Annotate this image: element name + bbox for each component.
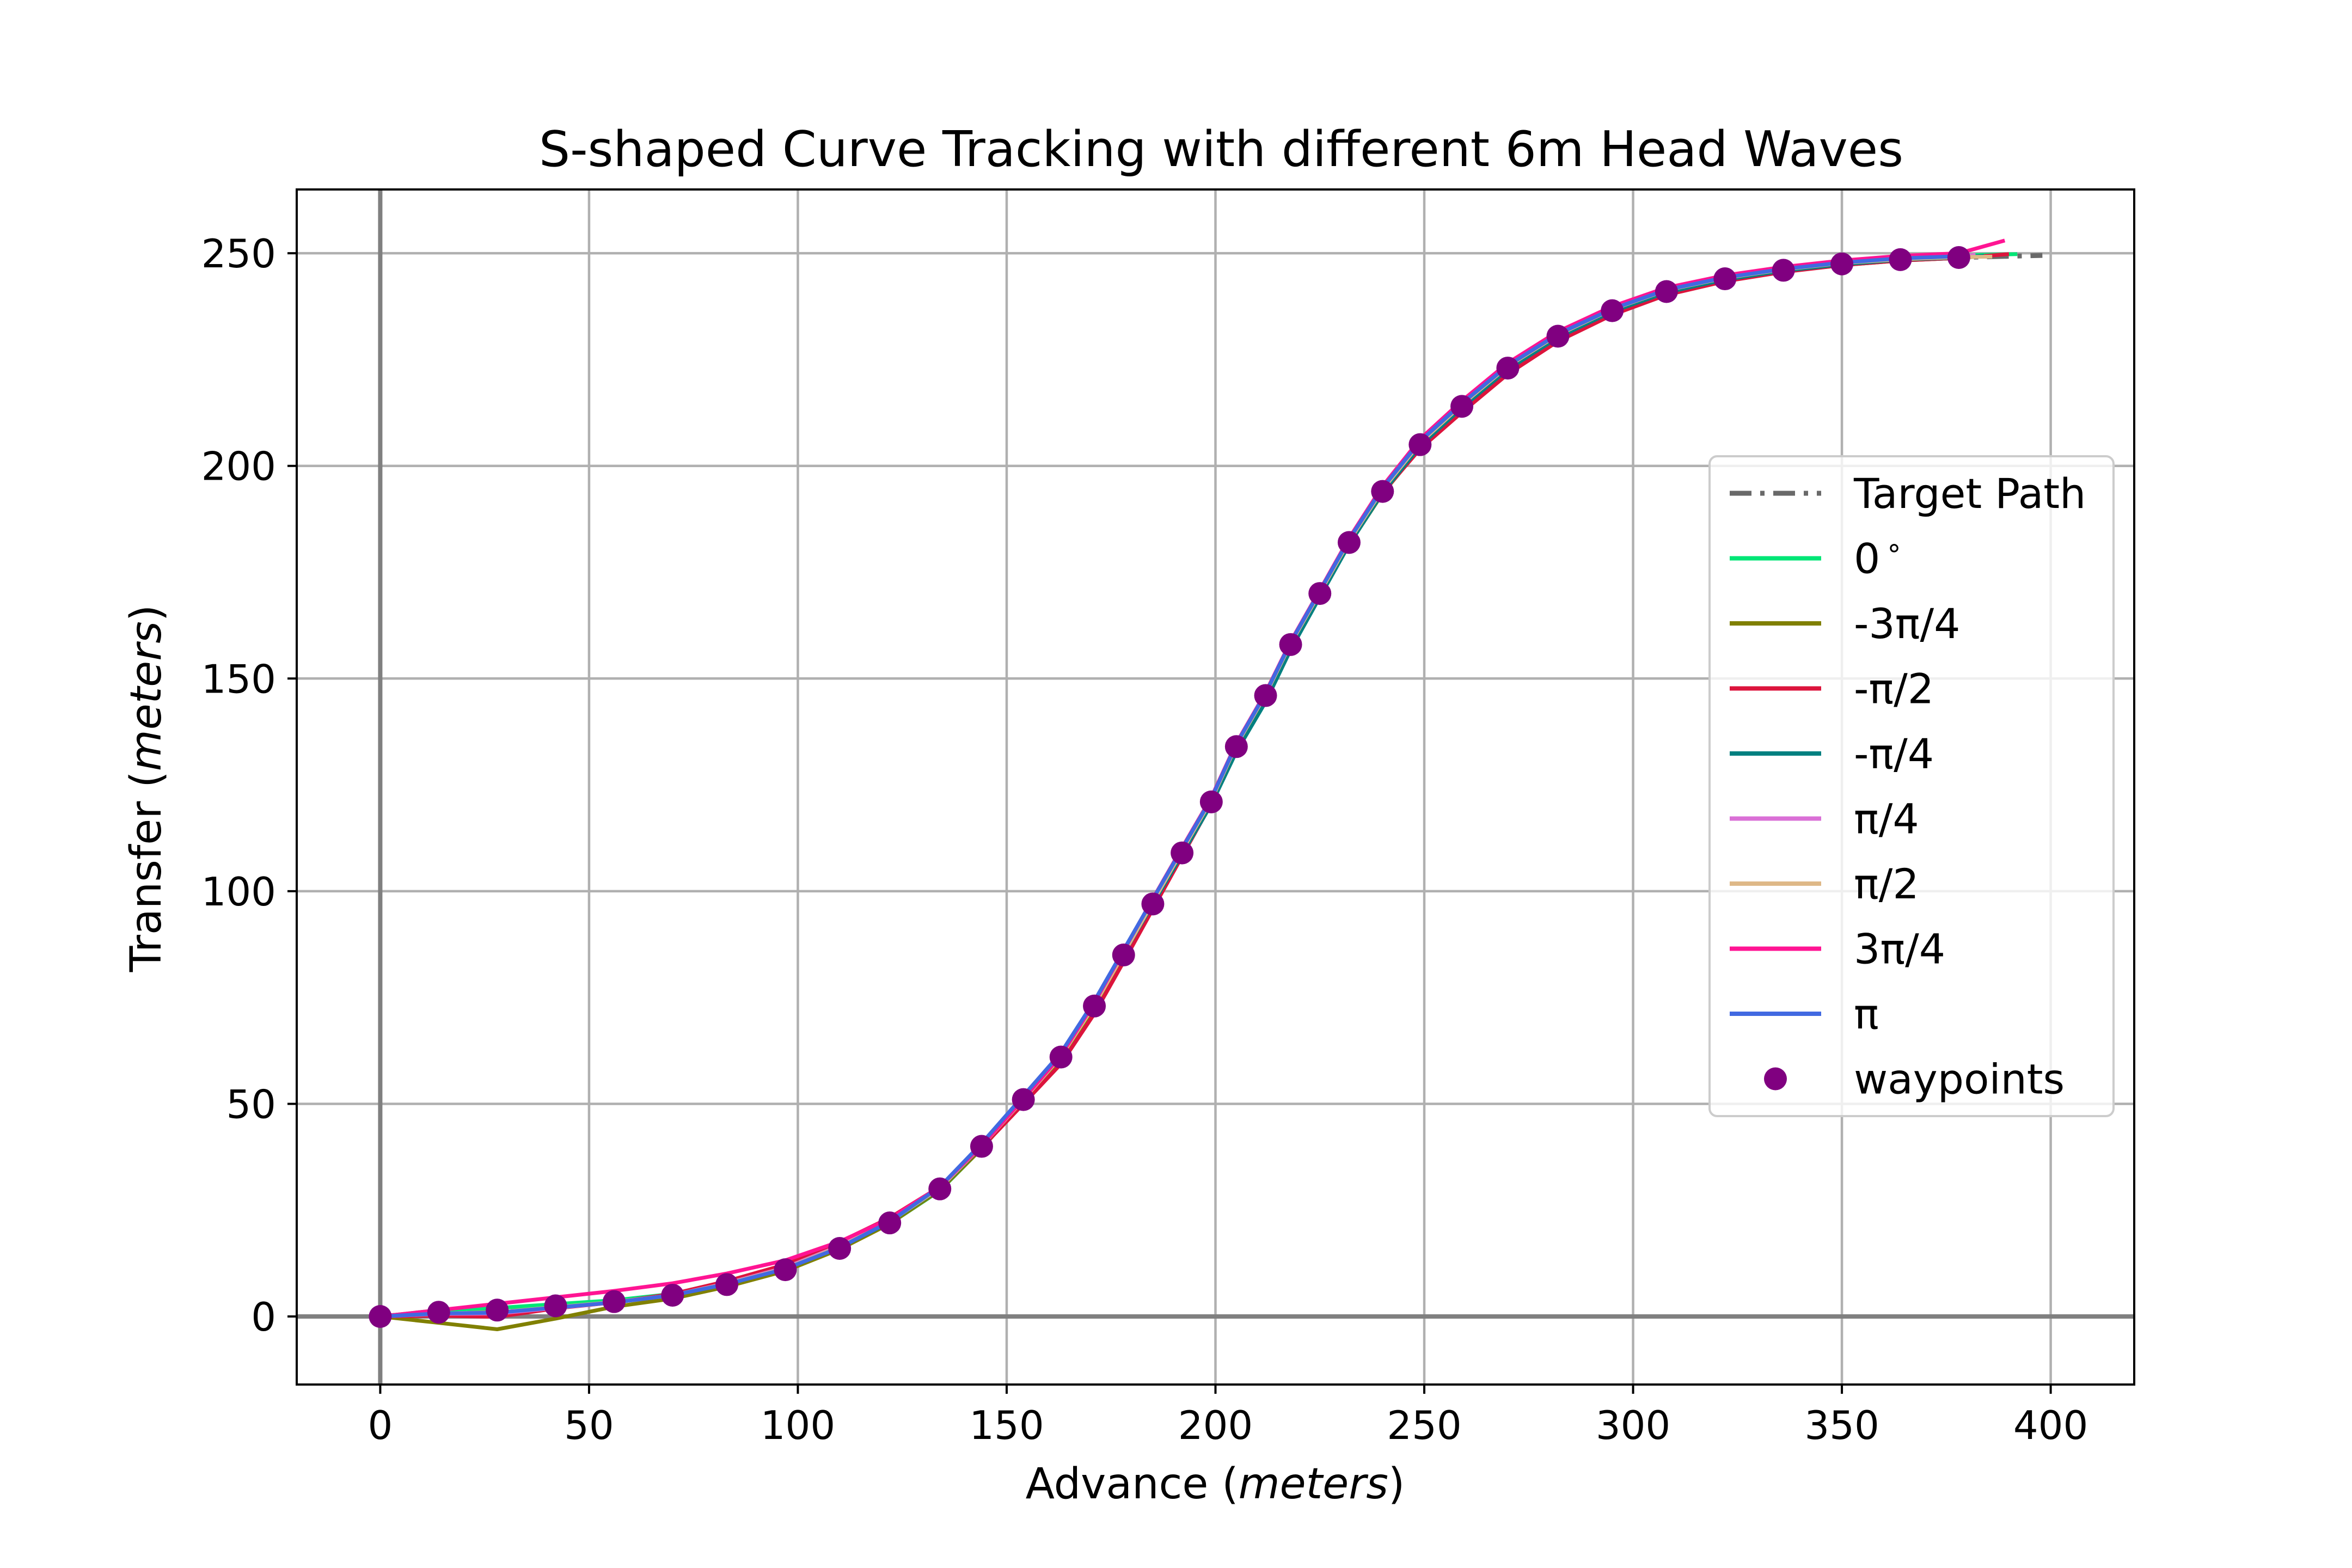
waypoint-marker [1049, 1045, 1073, 1069]
waypoint-marker [1308, 582, 1332, 605]
waypoint-marker [878, 1211, 902, 1235]
waypoint-marker [544, 1294, 567, 1318]
legend-label-main: 3π/4 [1854, 925, 1945, 973]
waypoint-marker [1224, 735, 1248, 758]
waypoint-marker [928, 1177, 952, 1200]
legend-label-main: waypoints [1854, 1055, 2065, 1104]
x-tick-label: 50 [564, 1402, 614, 1448]
waypoint-marker [486, 1298, 509, 1322]
y-axis-label: Transfer (meters) [122, 605, 171, 973]
legend-label: 0 ∘ [1854, 532, 1903, 583]
legend-entry: waypoints [1764, 1055, 2065, 1104]
waypoint-marker [1337, 531, 1361, 554]
legend-entry: 0 ∘ [1730, 532, 1903, 583]
legend-entry: π/4 [1730, 795, 1919, 843]
x-tick-label: 100 [761, 1402, 835, 1448]
legend-label-main: π/4 [1854, 795, 1919, 843]
y-axis-label-text: Transfer [122, 801, 171, 973]
legend-label: -π/2 [1854, 665, 1934, 713]
waypoint-marker [1141, 892, 1165, 916]
waypoint-marker [1408, 433, 1432, 456]
waypoint-marker [1012, 1088, 1035, 1111]
waypoint-marker [369, 1305, 392, 1328]
waypoint-marker [427, 1301, 450, 1324]
x-tick-label: 200 [1178, 1402, 1253, 1448]
y-tick-label: 200 [201, 444, 276, 489]
x-tick-label: 150 [969, 1402, 1044, 1448]
y-tick-label: 150 [201, 656, 276, 702]
x-axis-label-text: Advance [1026, 1460, 1209, 1509]
x-tick-label: 400 [2013, 1402, 2088, 1448]
legend-label-main: -3π/4 [1854, 599, 1961, 648]
legend-swatch-marker [1764, 1067, 1787, 1091]
waypoint-marker [1830, 252, 1854, 275]
legend-label: waypoints [1854, 1055, 2065, 1104]
legend-label-superscript: ∘ [1885, 532, 1902, 564]
legend-label: Target Path [1853, 469, 2086, 518]
waypoint-marker [1546, 324, 1570, 348]
waypoint-marker [602, 1290, 626, 1313]
waypoint-marker [1655, 280, 1678, 303]
legend-label: π [1854, 990, 1879, 1038]
legend-label-main: -π/2 [1854, 665, 1934, 713]
waypoint-marker [1083, 994, 1106, 1018]
waypoint-marker [1199, 790, 1223, 813]
waypoint-marker [828, 1237, 852, 1260]
x-tick-label: 0 [368, 1402, 393, 1448]
legend-label-main: -π/4 [1854, 730, 1934, 778]
axis-ticks [287, 252, 2052, 1394]
y-tick-label: 100 [201, 869, 276, 915]
legend-label: π/2 [1854, 860, 1919, 908]
chart-title: S-shaped Curve Tracking with different 6… [539, 121, 1903, 178]
legend-items: Target Path 0 ∘ -3π/4 -π/2 -π/4 π/4 π/2 3π/4 π way… [1730, 469, 2086, 1104]
x-tick-labels: 0 50 100 150 200 250 300 350 400 [368, 1402, 2088, 1448]
y-tick-label: 50 [226, 1081, 276, 1127]
x-axis-label: Advance (meters) [1026, 1460, 1405, 1509]
legend: Target Path 0 ∘ -3π/4 -π/2 -π/4 π/4 π/2 3π/4 π way… [1708, 455, 2115, 1117]
legend-entry: Target Path [1730, 469, 2086, 518]
waypoint-marker [1947, 246, 1970, 269]
waypoint-marker [1279, 633, 1302, 656]
waypoint-marker [1496, 357, 1520, 380]
legend-box [1708, 455, 2115, 1117]
legend-label: π/4 [1854, 795, 1919, 843]
x-tick-label: 350 [1804, 1402, 1879, 1448]
legend-entry: -3π/4 [1730, 599, 1961, 648]
waypoint-marker [1112, 944, 1135, 967]
legend-entry: π/2 [1730, 860, 1919, 908]
legend-label-main: π/2 [1854, 860, 1919, 908]
x-axis-label-unit: meters [1239, 1460, 1388, 1509]
waypoint-marker [1171, 841, 1194, 865]
y-tick-labels: 0 50 100 150 200 250 [201, 231, 276, 1340]
y-axis-label-unit: meters [122, 621, 171, 771]
waypoint-marker [970, 1135, 993, 1158]
x-tick-label: 300 [1596, 1402, 1670, 1448]
waypoint-marker [1601, 299, 1624, 322]
waypoint-marker [1772, 259, 1795, 282]
waypoint-marker [774, 1258, 797, 1282]
waypoint-marker [715, 1273, 739, 1296]
legend-entry: -π/2 [1730, 665, 1934, 713]
legend-label: -3π/4 [1854, 599, 1961, 648]
legend-entry: π [1730, 990, 1879, 1038]
waypoint-marker [661, 1283, 684, 1307]
zero-axis-lines [297, 189, 2134, 1385]
legend-label-main: Target Path [1853, 469, 2086, 518]
legend-label: 3π/4 [1854, 925, 1945, 973]
legend-label: -π/4 [1854, 730, 1934, 778]
legend-entry: 3π/4 [1730, 925, 1945, 973]
waypoint-marker [1371, 480, 1394, 503]
waypoint-markers [369, 246, 1970, 1328]
legend-label-main: 0 [1854, 535, 1880, 583]
legend-entry: -π/4 [1730, 730, 1934, 778]
waypoint-marker [1889, 248, 1912, 271]
x-tick-label: 250 [1387, 1402, 1461, 1448]
y-tick-label: 250 [201, 231, 276, 277]
waypoint-marker [1254, 684, 1277, 707]
waypoint-marker [1713, 267, 1737, 291]
waypoint-marker [1450, 395, 1474, 418]
y-tick-label: 0 [251, 1294, 276, 1340]
legend-label-main: π [1854, 990, 1879, 1038]
